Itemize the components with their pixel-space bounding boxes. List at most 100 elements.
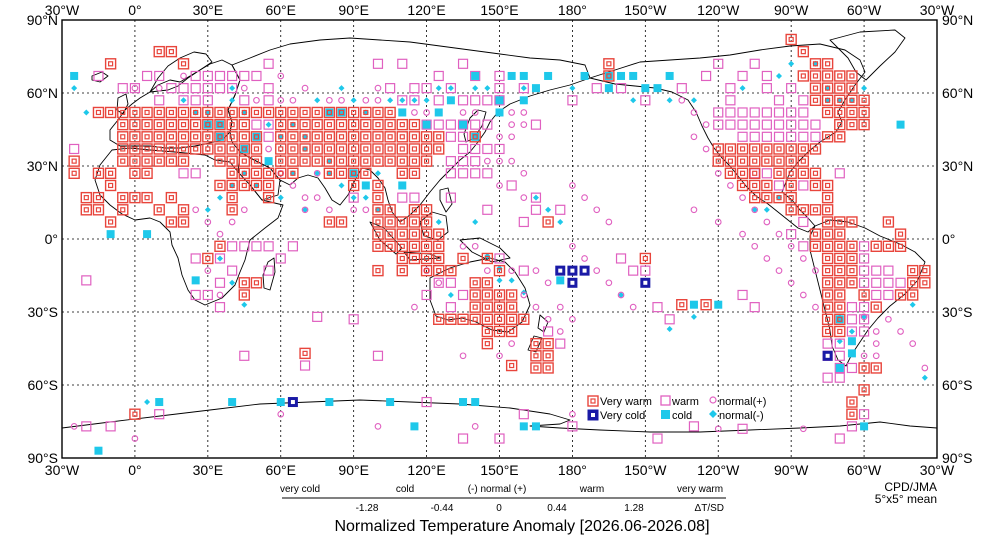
station-normal-pos xyxy=(459,109,467,116)
station-normal-neg xyxy=(71,85,78,92)
station-very-warm xyxy=(809,82,822,94)
legend-normal-neg: normal(-) xyxy=(709,410,764,422)
station-very-warm xyxy=(165,155,178,167)
station-very-warm xyxy=(858,362,870,374)
station-normal-neg xyxy=(411,97,418,104)
station-warm xyxy=(567,95,578,106)
station-normal-pos xyxy=(277,72,285,80)
station-very-warm xyxy=(797,167,810,180)
station-normal-neg xyxy=(861,85,868,92)
station-very-warm xyxy=(712,155,724,167)
station-warm xyxy=(773,180,785,191)
station-warm xyxy=(737,107,748,118)
station-very-warm xyxy=(433,131,445,143)
station-very-warm xyxy=(323,106,336,119)
station-very-warm xyxy=(919,277,931,289)
station-normal-neg xyxy=(472,85,479,92)
station-normal-neg xyxy=(776,72,783,79)
station-very-warm xyxy=(736,167,749,180)
station-very-warm xyxy=(177,216,190,228)
station-very-warm xyxy=(117,118,129,131)
station-normal-neg xyxy=(496,277,503,284)
station-normal-pos xyxy=(313,169,321,177)
map-title: Normalized Temperature Anomaly [2026.06-… xyxy=(334,518,709,535)
station-very-warm xyxy=(214,143,226,155)
station-cold xyxy=(860,422,869,431)
station-warm xyxy=(457,156,469,167)
station-very-warm xyxy=(311,143,323,155)
station-normal-neg xyxy=(338,85,345,92)
station-very-warm xyxy=(785,179,797,192)
station-very-warm xyxy=(189,118,202,131)
station-very-warm xyxy=(238,143,250,155)
station-normal-pos xyxy=(471,242,479,250)
station-very-warm xyxy=(372,216,384,228)
station-warm xyxy=(846,326,858,337)
station-very-warm xyxy=(104,167,117,180)
station-normal-pos xyxy=(714,425,722,433)
station-cold xyxy=(580,71,589,80)
station-very-warm xyxy=(360,143,372,155)
station-very-warm xyxy=(165,216,178,228)
station-cold xyxy=(228,398,237,407)
station-very-warm xyxy=(372,264,384,277)
station-very-warm xyxy=(821,313,834,325)
station-very-warm xyxy=(372,143,384,155)
station-normal-pos xyxy=(374,423,382,430)
station-very-warm xyxy=(809,70,822,82)
lon-label-top: 30°W xyxy=(920,2,955,18)
station-warm xyxy=(457,289,469,301)
station-very-warm xyxy=(104,58,117,70)
station-very-warm xyxy=(846,216,858,228)
station-warm xyxy=(227,241,238,252)
station-very-warm xyxy=(773,191,785,204)
station-cold xyxy=(653,84,662,93)
station-warm xyxy=(457,119,469,130)
station-very-warm xyxy=(360,167,372,180)
scale-tick-128: 1.28 xyxy=(624,503,644,514)
station-normal-neg xyxy=(216,255,223,262)
station-normal-pos xyxy=(569,410,576,418)
station-very-warm xyxy=(821,289,834,301)
station-very-warm xyxy=(299,131,311,143)
station-normal-neg xyxy=(216,194,223,201)
station-normal-pos xyxy=(544,315,552,323)
scale-tick-neg044: -0.44 xyxy=(431,503,454,514)
station-warm xyxy=(263,241,274,252)
scale-tick-044: 0.44 xyxy=(547,503,567,514)
station-normal-pos xyxy=(581,194,588,201)
station-normal-pos xyxy=(872,328,880,335)
station-warm xyxy=(348,314,359,325)
station-normal-pos xyxy=(228,218,236,226)
station-normal-pos xyxy=(799,255,807,262)
station-very-cold xyxy=(822,350,833,361)
station-very-warm xyxy=(505,301,518,313)
station-warm xyxy=(798,95,809,106)
station-very-warm xyxy=(906,264,919,277)
station-very-warm xyxy=(372,191,384,204)
station-very-warm xyxy=(129,106,141,119)
lat-label-right: 30°S xyxy=(942,304,973,320)
station-warm xyxy=(725,83,736,94)
station-normal-pos xyxy=(605,279,613,287)
lon-label-top: 120°W xyxy=(697,2,740,18)
station-normal-pos xyxy=(277,96,285,104)
station-warm xyxy=(494,95,505,106)
station-warm xyxy=(202,70,213,82)
station-normal-pos xyxy=(508,267,516,274)
station-very-warm xyxy=(834,240,846,253)
station-very-warm xyxy=(335,143,348,155)
lon-label-bottom: 180° xyxy=(558,462,587,478)
station-warm xyxy=(858,314,870,325)
station-cold xyxy=(714,300,723,309)
lon-label-top: 90°E xyxy=(338,2,369,18)
station-very-cold xyxy=(640,277,651,288)
station-very-warm xyxy=(384,106,396,119)
station-very-warm xyxy=(384,143,396,155)
station-very-warm xyxy=(165,106,178,119)
station-very-warm xyxy=(773,167,785,180)
legend-normal-pos: normal(+) xyxy=(709,396,766,408)
lon-label-bottom: 90°W xyxy=(774,462,809,478)
station-very-warm xyxy=(226,131,238,143)
station-cold xyxy=(70,71,79,80)
